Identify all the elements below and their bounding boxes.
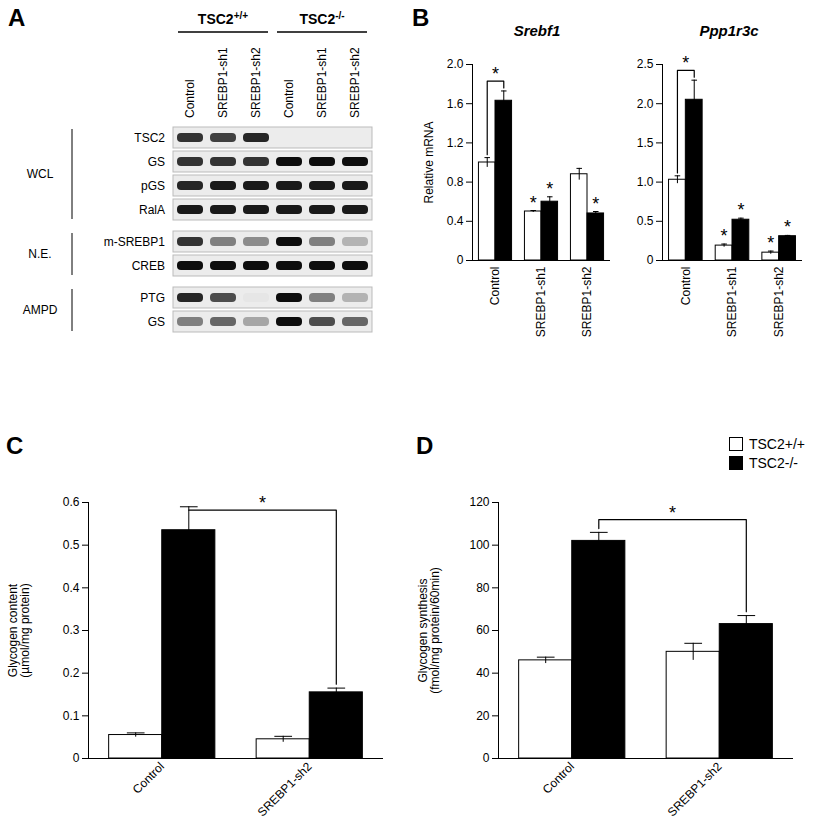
svg-text:Glycogen synthesis(fmol/mg pro: Glycogen synthesis(fmol/mg protein/60min…	[416, 567, 442, 694]
svg-text:SREBP1-sh1: SREBP1-sh1	[216, 47, 230, 118]
svg-text:80: 80	[476, 581, 490, 595]
svg-text:SREBP1-sh2: SREBP1-sh2	[348, 47, 362, 118]
svg-text:Control: Control	[282, 79, 296, 118]
svg-text:0.5: 0.5	[63, 538, 80, 552]
svg-text:0: 0	[647, 253, 654, 267]
html-text:B: B	[412, 4, 430, 31]
svg-text:1.5: 1.5	[637, 136, 654, 150]
svg-text:0: 0	[457, 253, 464, 267]
svg-text:0.4: 0.4	[447, 214, 464, 228]
svg-text:Relative mRNA: Relative mRNA	[422, 121, 436, 203]
svg-text:0.3: 0.3	[63, 623, 80, 637]
svg-text:CREB: CREB	[132, 259, 165, 273]
html-text:D: D	[416, 432, 434, 459]
svg-text:100: 100	[469, 538, 489, 552]
svg-text:N.E.: N.E.	[28, 247, 51, 261]
svg-text:AMPD: AMPD	[23, 303, 58, 317]
svg-text:0.8: 0.8	[447, 175, 464, 189]
svg-text:TSC2: TSC2	[134, 131, 165, 145]
svg-text:60: 60	[476, 623, 490, 637]
svg-text:0.2: 0.2	[63, 666, 80, 680]
svg-text:40: 40	[476, 666, 490, 680]
svg-text:*: *	[737, 200, 744, 220]
svg-text:TSC2-/-: TSC2-/-	[299, 10, 344, 28]
svg-text:WCL: WCL	[27, 167, 54, 181]
svg-text:120: 120	[469, 495, 489, 509]
svg-text:Control: Control	[488, 267, 502, 306]
svg-text:pGS: pGS	[141, 179, 165, 193]
svg-text:Control: Control	[679, 267, 693, 306]
svg-text:GS: GS	[148, 315, 165, 329]
svg-text:SREBP1-sh2: SREBP1-sh2	[255, 759, 315, 819]
svg-text:0.4: 0.4	[63, 581, 80, 595]
svg-text:SREBP1-sh1: SREBP1-sh1	[315, 47, 329, 118]
svg-text:2.5: 2.5	[637, 57, 654, 71]
svg-text:*: *	[721, 226, 728, 246]
html-text:TSC2-/-: TSC2-/-	[749, 455, 798, 471]
svg-text:2.0: 2.0	[637, 97, 654, 111]
svg-text:RalA: RalA	[139, 203, 165, 217]
svg-text:0.5: 0.5	[637, 214, 654, 228]
html-text:Srebf1: Srebf1	[513, 22, 561, 39]
svg-text:20: 20	[476, 709, 490, 723]
svg-text:Control: Control	[183, 79, 197, 118]
svg-text:SREBP1-sh2: SREBP1-sh2	[249, 47, 263, 118]
svg-text:*: *	[682, 53, 689, 73]
svg-text:2.0: 2.0	[447, 57, 464, 71]
html-text:Ppp1r3c: Ppp1r3c	[699, 22, 759, 39]
svg-text:SREBP1-sh1: SREBP1-sh1	[534, 266, 548, 337]
svg-text:0: 0	[73, 751, 80, 765]
svg-text:GS: GS	[148, 155, 165, 169]
svg-text:*: *	[530, 193, 537, 213]
svg-text:*: *	[767, 233, 774, 253]
svg-text:1.2: 1.2	[447, 136, 464, 150]
svg-text:0: 0	[483, 751, 490, 765]
html-text:TSC2+/+: TSC2+/+	[749, 436, 805, 452]
html-text:C: C	[6, 432, 24, 459]
svg-text:m-SREBP1: m-SREBP1	[104, 235, 166, 249]
svg-text:*: *	[259, 493, 266, 513]
svg-text:*: *	[492, 64, 499, 84]
svg-text:Control: Control	[540, 759, 577, 796]
svg-text:Glycogen content(µmol/mg prote: Glycogen content(µmol/mg protein)	[6, 583, 32, 677]
svg-text:*: *	[592, 194, 599, 214]
svg-text:1.0: 1.0	[637, 175, 654, 189]
svg-text:SREBP1-sh2: SREBP1-sh2	[580, 266, 594, 337]
svg-text:TSC2+/+: TSC2+/+	[198, 10, 248, 28]
svg-text:*: *	[669, 503, 676, 523]
svg-text:*: *	[546, 179, 553, 199]
html-text:A: A	[8, 4, 26, 31]
svg-text:0.1: 0.1	[63, 709, 80, 723]
svg-text:Control: Control	[130, 759, 167, 796]
svg-text:SREBP1-sh2: SREBP1-sh2	[772, 266, 786, 337]
svg-text:0.6: 0.6	[63, 495, 80, 509]
svg-text:*: *	[784, 217, 791, 237]
svg-text:SREBP1-sh2: SREBP1-sh2	[665, 759, 725, 819]
svg-text:SREBP1-sh1: SREBP1-sh1	[725, 266, 739, 337]
svg-text:1.6: 1.6	[447, 97, 464, 111]
svg-text:PTG: PTG	[140, 291, 165, 305]
